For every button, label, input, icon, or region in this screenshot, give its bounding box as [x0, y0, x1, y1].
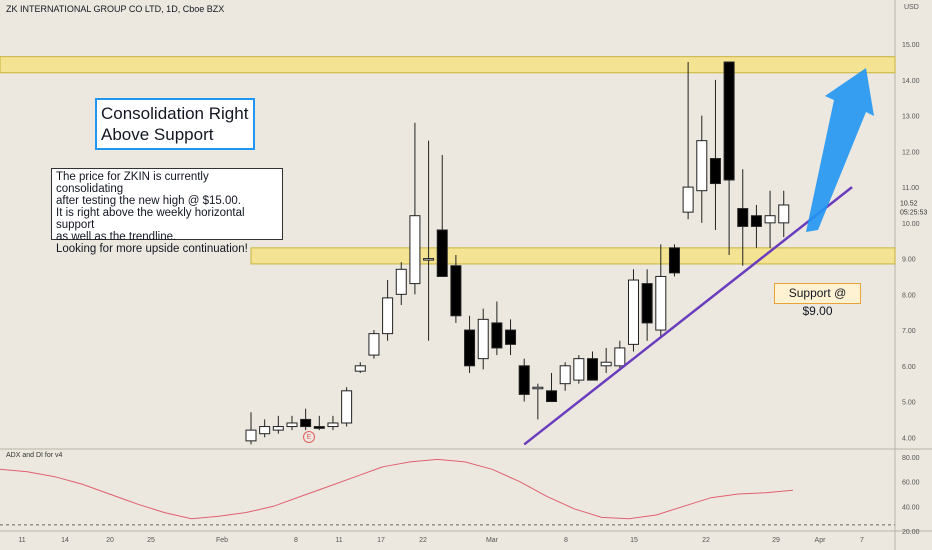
candle-body — [300, 418, 312, 428]
candle-body — [464, 329, 476, 367]
indicator-tick-label: 40.00 — [902, 504, 920, 511]
candle-body — [341, 390, 353, 424]
candle-body — [368, 333, 380, 356]
candle-body — [668, 247, 680, 274]
price-tick-label: 13.00 — [902, 114, 920, 121]
candle-body — [696, 140, 708, 192]
candle-body — [723, 61, 735, 181]
candle-body — [532, 386, 544, 390]
candle-body — [477, 318, 489, 360]
support-label: Support @ $9.00 — [774, 283, 861, 318]
candle-body — [259, 426, 271, 435]
current-price-label: 10.52 — [900, 200, 918, 207]
candle-body — [505, 329, 517, 345]
indicator-tick-label: 80.00 — [902, 455, 920, 462]
analysis-note-box: The price for ZKIN is currently consolid… — [51, 168, 283, 255]
zone-1 — [250, 247, 896, 265]
candle-body — [327, 422, 339, 428]
time-tick-label: 15 — [630, 537, 638, 544]
price-tick-label: 10.00 — [902, 221, 920, 228]
candle-body — [600, 361, 612, 367]
candle-body — [409, 215, 421, 285]
price-tag-bg — [896, 197, 932, 218]
candle-body — [764, 215, 776, 224]
price-tick-label: 9.00 — [902, 257, 916, 264]
price-tick-label: 11.00 — [902, 185, 919, 192]
chart-title: ZK INTERNATIONAL GROUP CO LTD, 1D, Cboe … — [6, 4, 225, 14]
candle-body — [450, 265, 462, 317]
indicator-tick-label: 20.00 — [902, 529, 920, 536]
time-tick-label: 7 — [860, 537, 864, 544]
upside-arrow — [806, 68, 874, 232]
earnings-event-marker[interactable]: E — [303, 431, 315, 443]
price-tick-label: 8.00 — [902, 292, 916, 299]
price-tick-label: 12.00 — [902, 149, 920, 156]
candle-body — [573, 358, 585, 381]
time-tick-label: 11 — [18, 537, 25, 544]
candle-body — [709, 158, 721, 185]
zone-0 — [0, 56, 896, 74]
currency-label: USD — [904, 4, 919, 11]
candle-body — [382, 297, 394, 335]
time-tick-label: 25 — [147, 537, 155, 544]
candle-body — [559, 365, 571, 385]
candle-body — [778, 204, 790, 224]
time-tick-label: 22 — [419, 537, 427, 544]
candle-body — [655, 275, 667, 331]
indicator-name: ADX and DI for v4 — [6, 452, 63, 459]
time-tick-label: 22 — [702, 537, 710, 544]
time-tick-label: 29 — [772, 537, 780, 544]
consolidation-title-box: Consolidation Right Above Support — [95, 98, 255, 150]
candle-body — [423, 258, 435, 261]
price-tick-label: 6.00 — [902, 364, 916, 371]
candle-body — [354, 365, 366, 372]
price-tick-label: 4.00 — [902, 435, 916, 442]
candle-body — [750, 215, 762, 227]
candle-body — [682, 186, 694, 213]
time-tick-label: 8 — [564, 537, 568, 544]
price-tick-label: 5.00 — [902, 400, 916, 407]
time-tick-label: 20 — [106, 537, 114, 544]
candle-body — [587, 358, 598, 381]
candle-body — [614, 347, 626, 367]
time-tick-label: Mar — [486, 537, 499, 544]
countdown-label: 05:25:53 — [900, 209, 927, 216]
time-tick-label: 8 — [294, 537, 298, 544]
candle-body — [286, 422, 298, 428]
candle-body — [737, 208, 749, 227]
candle-body — [518, 365, 530, 395]
time-tick-label: 17 — [377, 537, 385, 544]
consolidation-title-text: Consolidation Right Above Support — [101, 104, 249, 144]
time-tick-label: 14 — [61, 537, 69, 544]
candle-body — [546, 390, 558, 403]
time-tick-label: 11 — [335, 537, 342, 544]
trendline — [523, 186, 853, 446]
price-tick-label: 15.00 — [902, 42, 920, 49]
indicator-tick-label: 60.00 — [902, 480, 920, 487]
price-tick-label: 7.00 — [902, 328, 916, 335]
candle-body — [313, 426, 325, 429]
candle-body — [245, 429, 257, 442]
candle-body — [272, 426, 284, 431]
candle-body — [491, 322, 503, 349]
candle-body — [395, 268, 407, 295]
time-tick-label: Feb — [216, 537, 228, 544]
candle-body — [641, 283, 653, 324]
candle-body — [436, 229, 448, 277]
candle-body — [627, 279, 639, 345]
adx-line — [0, 458, 794, 520]
price-tick-label: 14.00 — [902, 78, 920, 85]
time-tick-label: Apr — [815, 537, 827, 544]
